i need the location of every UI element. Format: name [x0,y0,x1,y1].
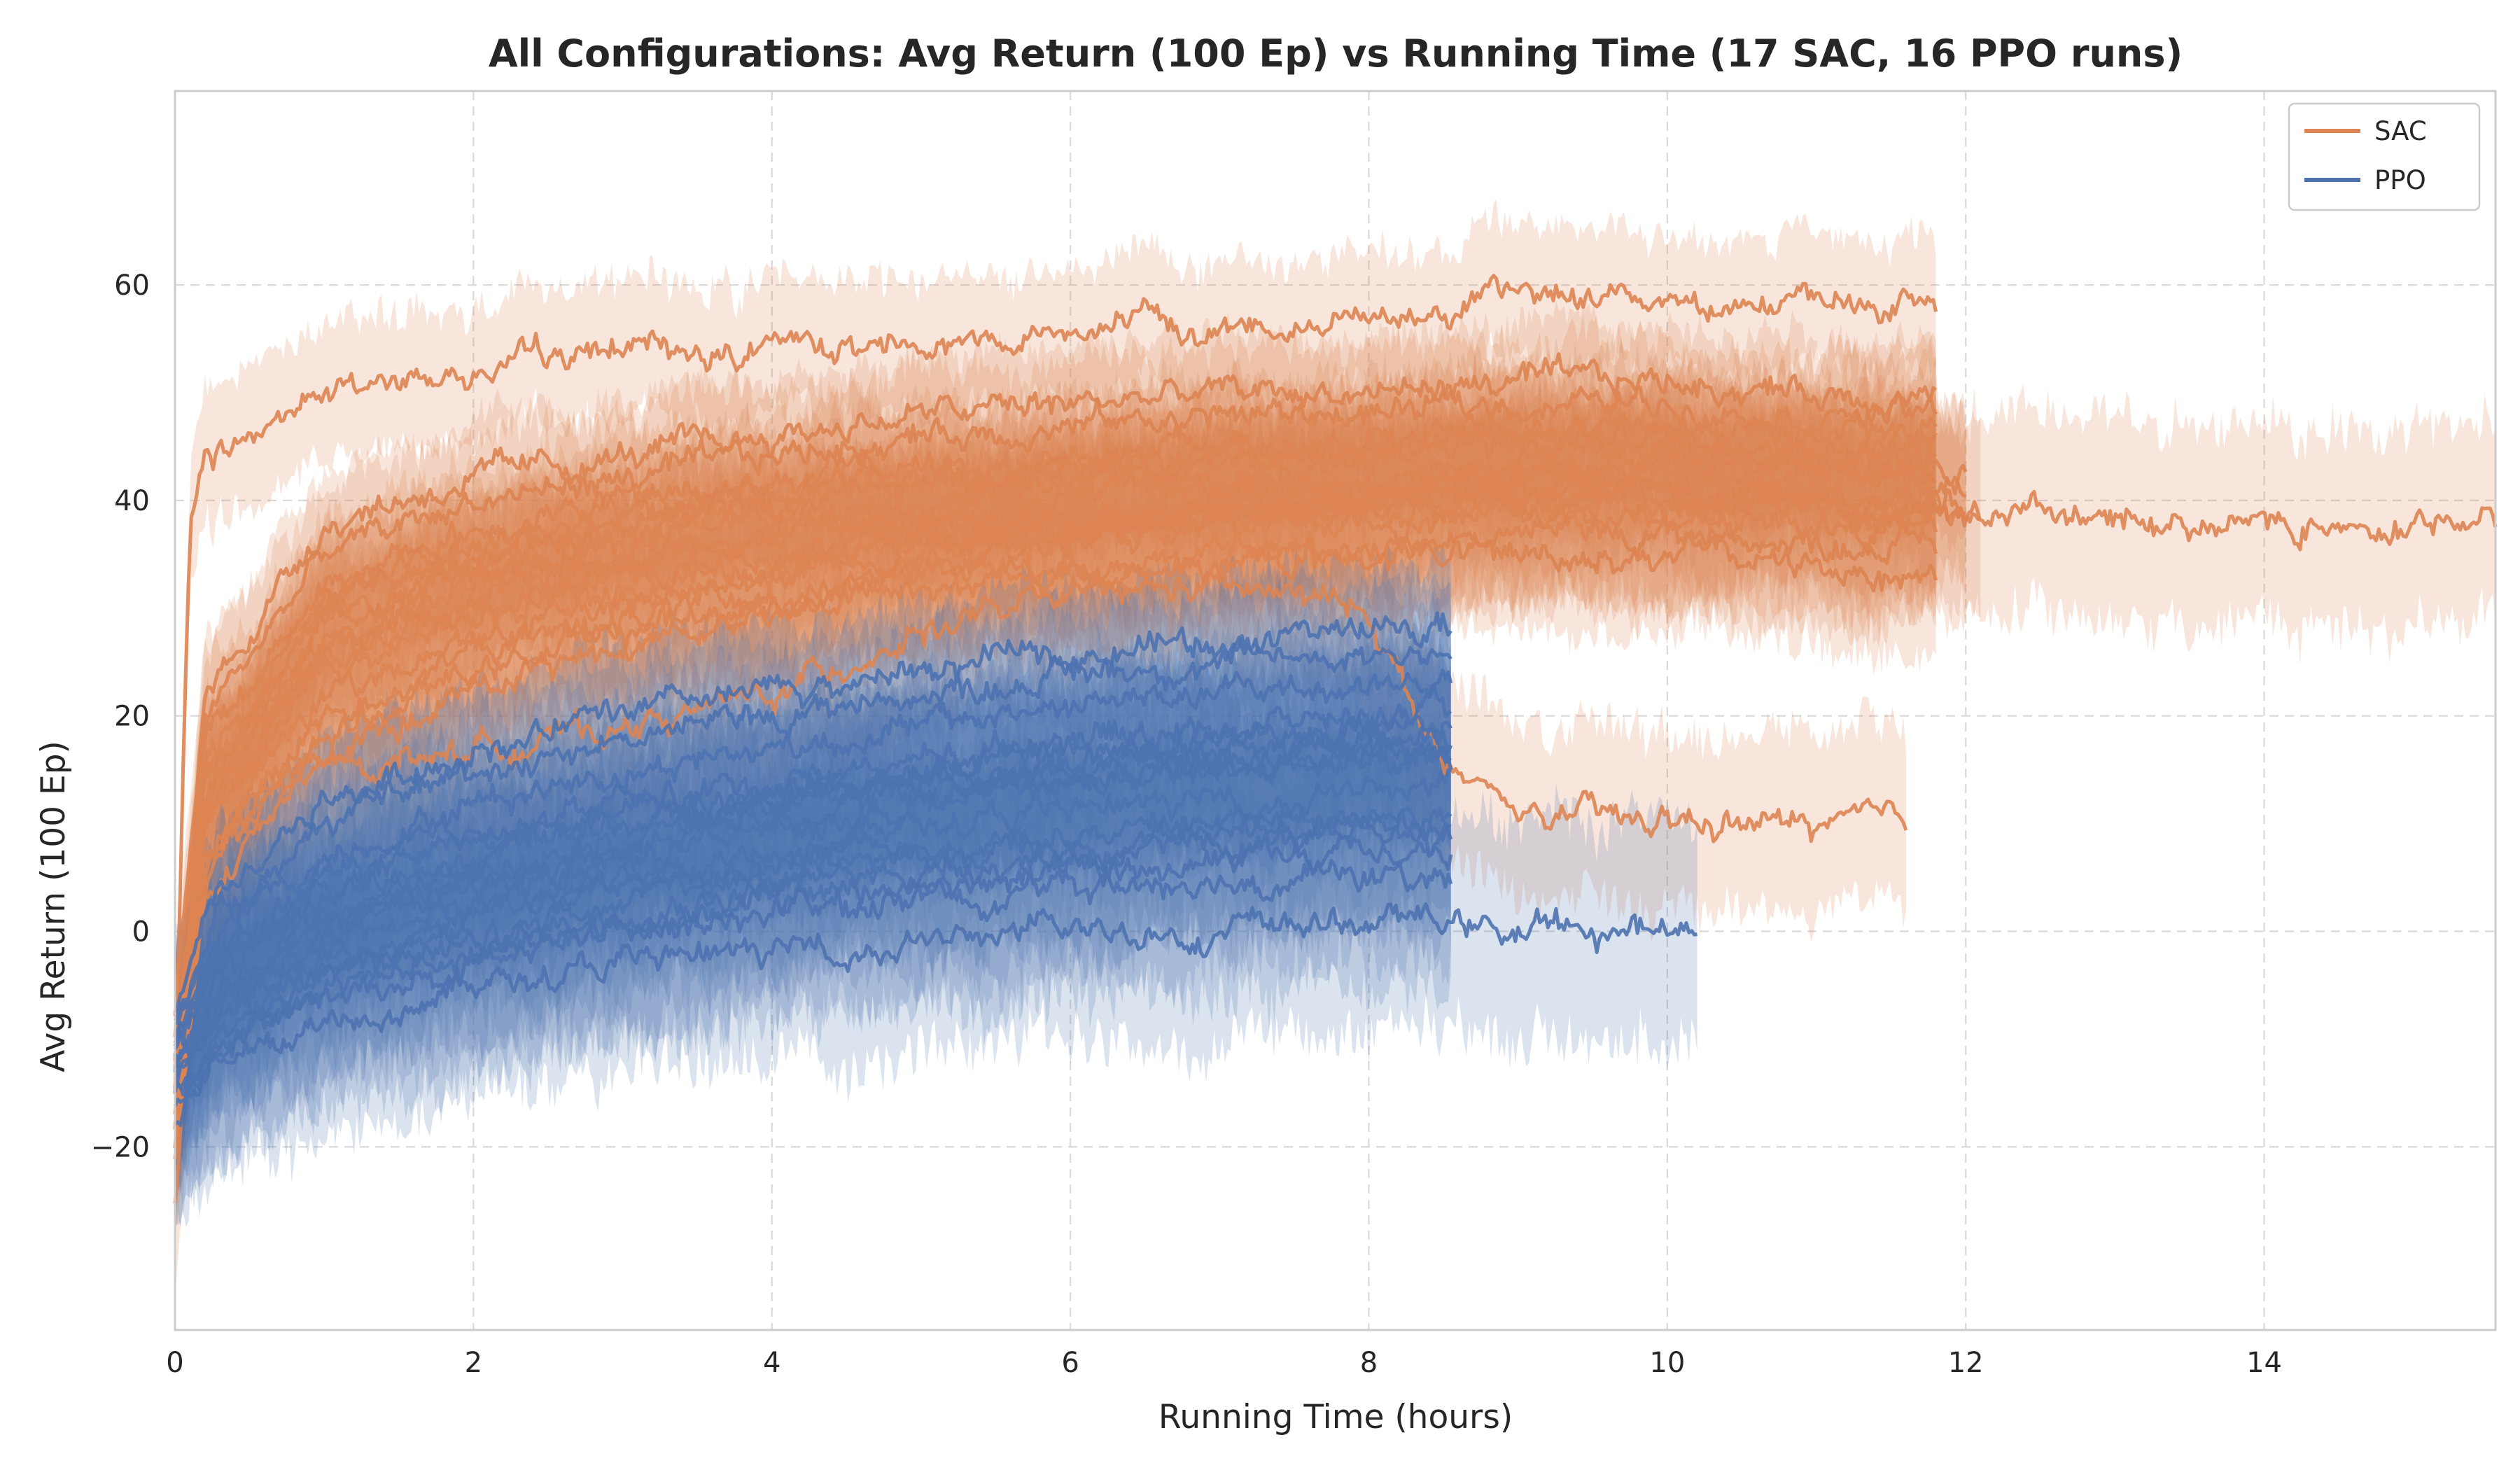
sac-run-line-14 [173,425,1938,1060]
y-tick-label: 60 [114,270,150,302]
y-tick-label: 0 [132,916,150,948]
sac-run-line-7 [173,442,1967,1071]
sac-run-line-16 [173,456,1938,1063]
sac-run-line-3 [173,568,1908,1126]
grid [174,91,2496,1330]
sac-run-line-10 [173,513,1938,1149]
sac-band-3 [175,470,1906,1211]
y-tick-label: 20 [114,701,150,733]
ppo-run-line-1 [173,902,1698,1097]
legend-label-ppo: PPO [2374,165,2426,195]
x-tick-label: 14 [2246,1347,2282,1379]
x-tick-label: 6 [1061,1347,1079,1379]
legend-label-sac: SAC [2374,116,2427,146]
y-tick-label: 40 [114,485,150,517]
ppo-band-1 [175,783,1698,1218]
sac-band-2 [175,360,2496,1295]
x-axis-label: Running Time (hours) [1158,1398,1513,1436]
ppo-run-line-4 [173,809,1453,1080]
ppo-run-line-9 [174,668,1453,1026]
ppo-run-line-14 [173,611,1452,1014]
ppo-band-7 [175,636,1451,1146]
sac-run-line-11 [173,352,1938,1016]
ppo-run-line-11 [173,735,1452,1070]
sac-run-line-1 [173,274,1938,1095]
legend: SAC PPO [2288,102,2481,211]
ppo-band-8 [175,659,1451,1177]
sac-run-line-5 [173,416,1938,1114]
x-tick-label: 8 [1360,1347,1378,1379]
sac-run-line-13 [173,534,1938,1160]
x-tick-label: 0 [166,1347,183,1379]
ppo-band-15 [175,690,1451,1171]
sac-run-line-15 [173,474,1937,1114]
ppo-band-4 [175,697,1451,1176]
x-tick-label: 12 [1948,1347,1984,1379]
chart-title: All Configurations: Avg Return (100 Ep) … [489,31,2183,76]
sac-band-9 [175,382,1981,1225]
ppo-run-line-5 [173,634,1452,1022]
x-tick-label: 10 [1649,1347,1685,1379]
ppo-run-line-13 [173,809,1452,1093]
x-tick-label: 2 [465,1347,482,1379]
y-axis-label: Avg Return (100 Ep) [34,741,73,1072]
y-tick-label: −20 [91,1131,150,1163]
x-tick-label: 4 [763,1347,780,1379]
tick-labels: 0 2 4 6 8 10 12 14 −20 0 20 40 60 [91,270,2282,1379]
ppo-band-10 [175,736,1451,1235]
ppo-run-line-16 [173,720,1453,1047]
ppo-run-line-10 [174,858,1453,1128]
sac-band-1 [175,199,1936,1161]
series-lines [173,274,2498,1204]
plot-frame [174,90,2497,1331]
sac-run-line-8 [173,412,1938,1067]
sac-band-7 [175,358,1966,1139]
sac-run-line-17 [173,490,1938,1130]
ppo-run-line-15 [174,804,1452,1083]
sac-run-line-6 [173,385,1938,1037]
